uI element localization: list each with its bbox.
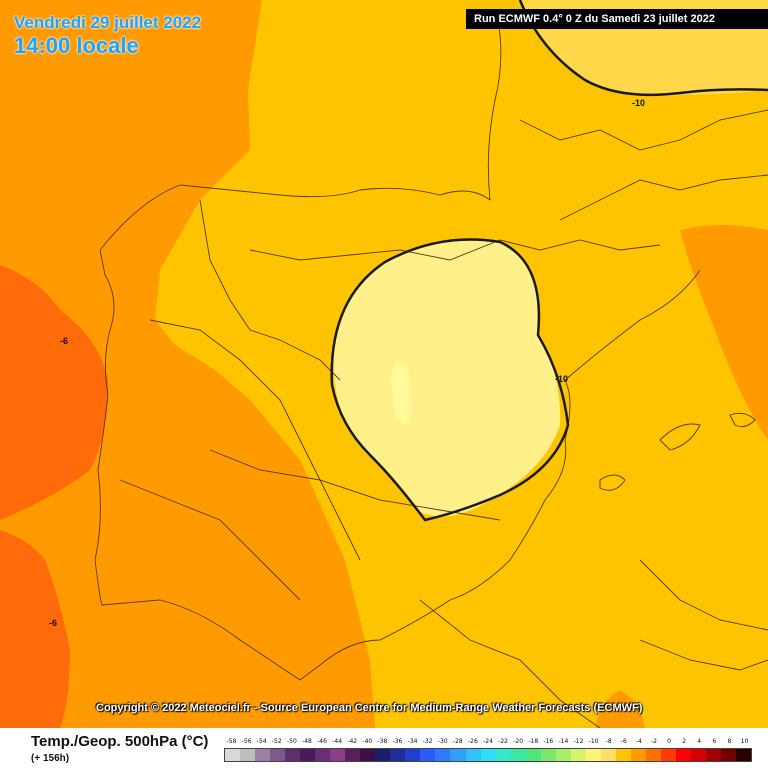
- scale-swatch: [375, 749, 391, 761]
- scale-label: 8: [727, 738, 732, 745]
- contour-minus10-central: [330, 238, 570, 522]
- scale-swatch: [600, 749, 616, 761]
- scale-label: -16: [543, 738, 554, 745]
- scale-label: -4: [635, 738, 642, 745]
- scale-label: -26: [468, 738, 478, 745]
- scale-label: -56: [241, 738, 252, 745]
- scale-swatch: [330, 749, 346, 761]
- scale-swatch: [585, 749, 601, 761]
- scale-swatch: [435, 749, 451, 761]
- scale-swatch: [225, 749, 241, 761]
- contour-label-west-2: -6: [49, 618, 57, 628]
- contour-label-north: -10: [632, 98, 645, 108]
- scale-label: -48: [302, 738, 312, 745]
- scale-swatch: [390, 749, 406, 761]
- scale-label: 4: [697, 738, 702, 745]
- band-minus12-core: [333, 239, 561, 517]
- scale-swatch: [706, 749, 722, 761]
- scale-label: -10: [588, 738, 599, 745]
- scale-label: -18: [528, 738, 539, 745]
- legend-title: Temp./Geop. 500hPa (°C): [31, 733, 209, 750]
- scale-label: -46: [317, 738, 327, 745]
- color-scale-swatches: [224, 748, 752, 762]
- band-minus10-south-orange: [595, 690, 645, 728]
- scale-swatch: [450, 749, 466, 761]
- run-info-banner: Run ECMWF 0.4° 0 Z du Samedi 23 juillet …: [466, 9, 768, 29]
- weather-map: -10 -10 -6 -6: [0, 0, 768, 728]
- scale-swatch: [495, 749, 511, 761]
- contour-label-west-1: -6: [60, 336, 68, 346]
- scale-swatch: [555, 749, 571, 761]
- scale-swatch: [690, 749, 706, 761]
- scale-swatch: [645, 749, 661, 761]
- scale-swatch: [300, 749, 316, 761]
- color-scale: -58 -56 -54 -52 -50 -48 -46 -44 -42 -40 -38 -36 -34-…: [224, 738, 752, 762]
- scale-swatch: [721, 749, 737, 761]
- scale-label: -32: [422, 738, 433, 745]
- scale-label: -6: [620, 738, 627, 745]
- scale-swatch: [480, 749, 496, 761]
- scale-label: -34: [407, 738, 418, 745]
- scale-label: -14: [558, 738, 569, 745]
- scale-label: 10: [740, 738, 749, 745]
- scale-swatch: [405, 749, 421, 761]
- scale-label: -22: [498, 738, 508, 745]
- copyright-notice: Copyright © 2022 Meteociel.fr - Source E…: [96, 702, 643, 714]
- scale-swatch: [525, 749, 541, 761]
- scale-swatch: [345, 749, 361, 761]
- contour-label-central: -10: [555, 374, 568, 384]
- scale-swatch: [315, 749, 331, 761]
- scale-swatch: [540, 749, 556, 761]
- scale-swatch: [675, 749, 691, 761]
- scale-label: 6: [712, 738, 717, 745]
- band-minus6-south: [0, 530, 70, 728]
- scale-label: -20: [513, 738, 524, 745]
- coastlines: [94, 9, 768, 728]
- scale-swatch: [420, 749, 436, 761]
- scale-swatch: [510, 749, 526, 761]
- scale-swatch: [615, 749, 631, 761]
- scale-label: -54: [256, 738, 267, 745]
- scale-swatch: [660, 749, 676, 761]
- scale-label: -8: [605, 738, 612, 745]
- legend-subtitle: (+ 156h): [31, 753, 70, 764]
- band-minus10-east-orange: [680, 225, 768, 440]
- scale-label: -50: [286, 738, 297, 745]
- scale-label: -44: [332, 738, 343, 745]
- scale-swatch: [255, 749, 271, 761]
- color-scale-labels: -58 -56 -54 -52 -50 -48 -46 -44 -42 -40 -38 -36 -34-…: [224, 738, 752, 748]
- scale-swatch: [270, 749, 286, 761]
- scale-label: -12: [573, 738, 584, 745]
- forecast-time: 14:00 locale: [14, 33, 139, 58]
- scale-label: 2: [682, 738, 687, 745]
- band-minus6-west: [0, 265, 109, 520]
- scale-swatch: [570, 749, 586, 761]
- scale-label: -58: [226, 738, 237, 745]
- scale-label: -40: [362, 738, 373, 745]
- band-minus14-core: [391, 360, 412, 425]
- scale-label: -52: [271, 738, 282, 745]
- scale-swatch: [736, 749, 752, 761]
- scale-swatch: [630, 749, 646, 761]
- scale-label: -2: [650, 738, 657, 745]
- scale-label: -36: [392, 738, 403, 745]
- scale-swatch: [240, 749, 256, 761]
- forecast-date: Vendredi 29 juillet 2022: [14, 13, 202, 32]
- scale-label: -28: [452, 738, 463, 745]
- contour-minus10-north: [518, 0, 768, 97]
- scale-label: -38: [377, 738, 388, 745]
- scale-swatch: [360, 749, 376, 761]
- scale-swatch: [285, 749, 301, 761]
- scale-label: -30: [437, 738, 448, 745]
- scale-label: 0: [667, 738, 671, 745]
- scale-swatch: [465, 749, 481, 761]
- scale-label: -24: [483, 738, 493, 745]
- scale-label: -42: [347, 738, 358, 745]
